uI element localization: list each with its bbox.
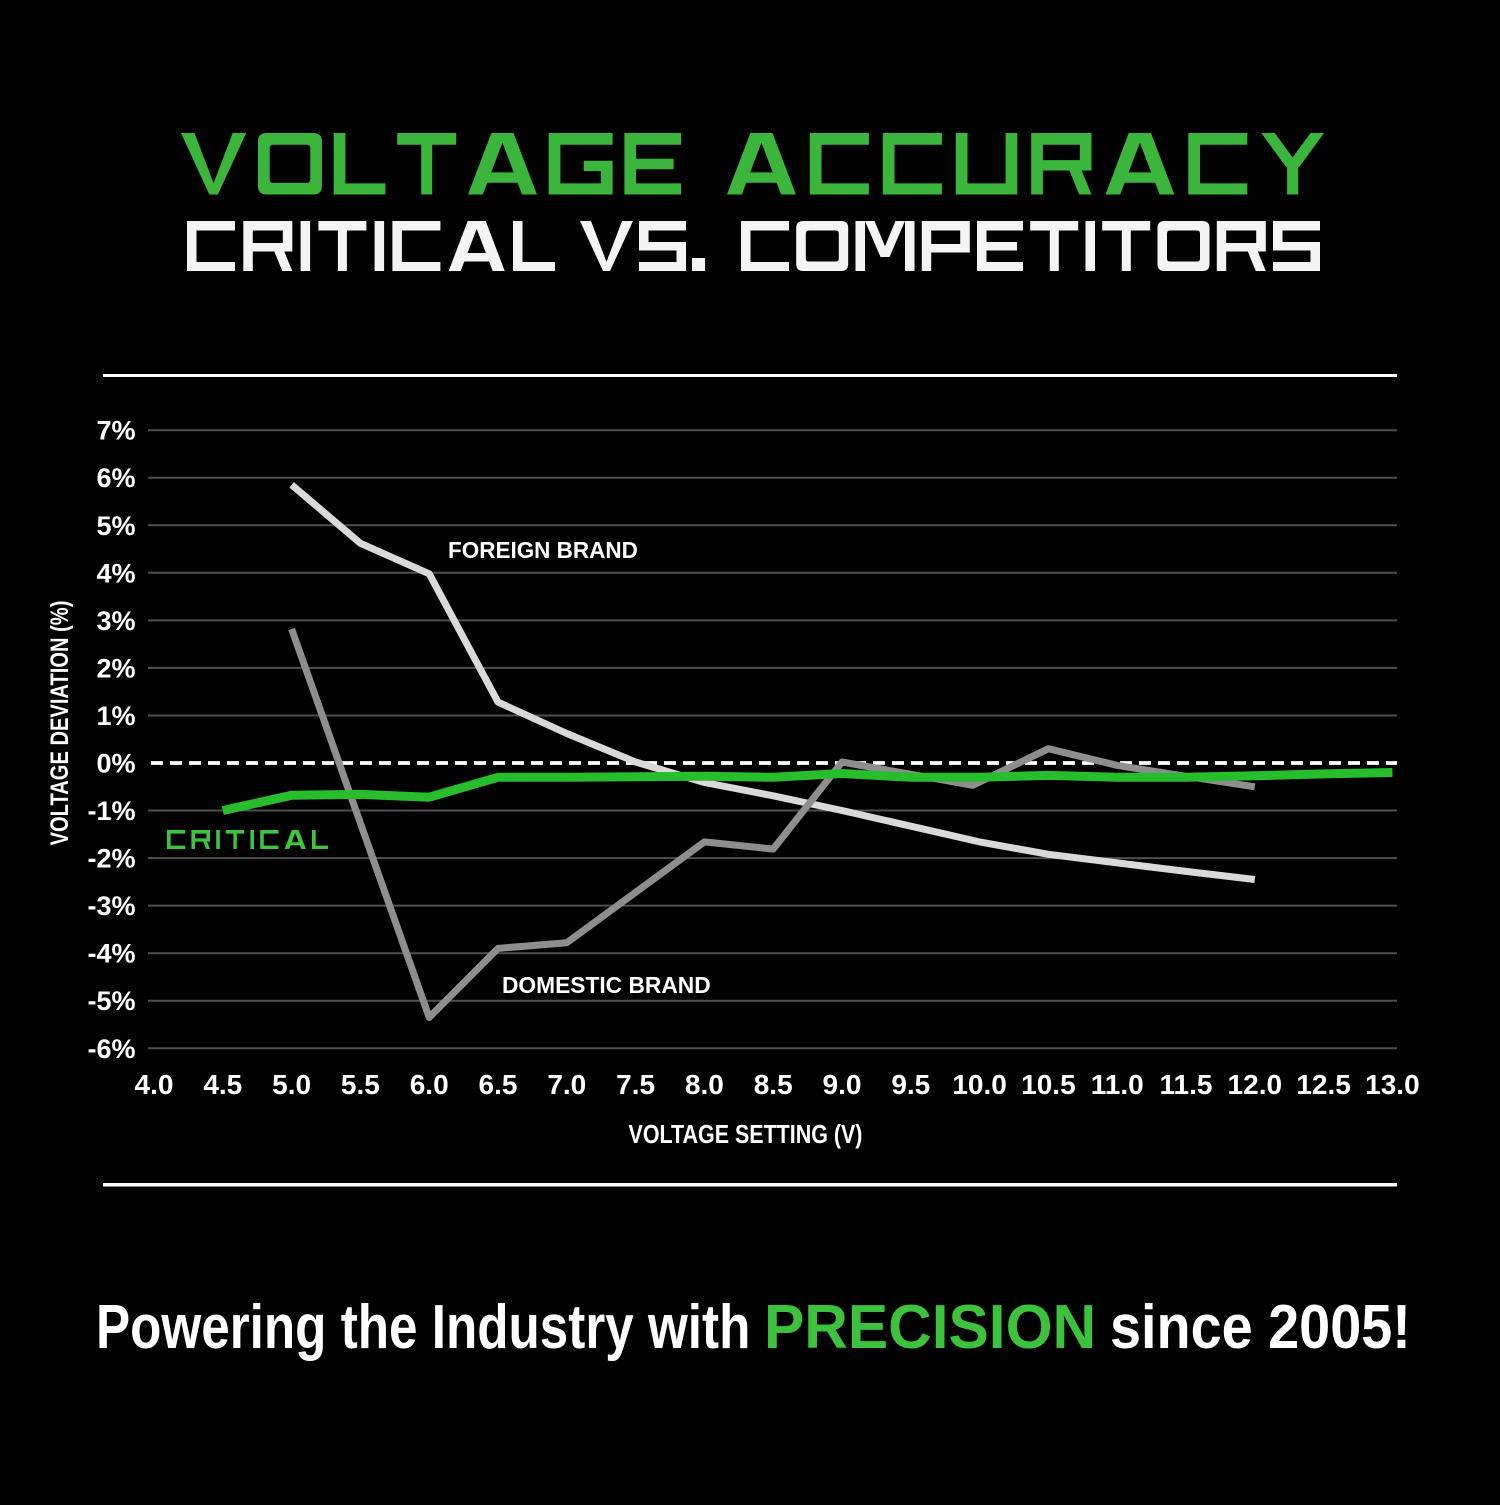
svg-text:6.5: 6.5: [479, 1069, 518, 1100]
svg-text:7%: 7%: [96, 416, 135, 446]
svg-text:-6%: -6%: [87, 1034, 135, 1064]
svg-text:6%: 6%: [96, 463, 135, 493]
svg-text:8.0: 8.0: [685, 1069, 724, 1100]
svg-text:-2%: -2%: [87, 844, 135, 874]
svg-text:4.0: 4.0: [135, 1069, 174, 1100]
svg-text:10.5: 10.5: [1021, 1069, 1076, 1100]
svg-text:5.5: 5.5: [341, 1069, 380, 1100]
svg-text:VOLTAGE SETTING (V): VOLTAGE SETTING (V): [629, 1120, 863, 1149]
svg-text:1%: 1%: [96, 701, 135, 731]
svg-text:6.0: 6.0: [410, 1069, 449, 1100]
svg-text:11.0: 11.0: [1091, 1069, 1144, 1100]
svg-text:9.0: 9.0: [823, 1069, 862, 1100]
svg-text:-5%: -5%: [87, 986, 135, 1016]
svg-text:5%: 5%: [96, 511, 135, 541]
svg-text:13.0: 13.0: [1365, 1069, 1420, 1100]
svg-text:2%: 2%: [96, 653, 135, 683]
svg-text:-4%: -4%: [87, 939, 135, 969]
svg-text:FOREIGN BRAND: FOREIGN BRAND: [448, 537, 638, 563]
svg-text:5.0: 5.0: [272, 1069, 311, 1100]
svg-text:10.0: 10.0: [952, 1069, 1007, 1100]
svg-text:12.0: 12.0: [1228, 1069, 1283, 1100]
svg-text:7.0: 7.0: [547, 1069, 586, 1100]
svg-text:11.5: 11.5: [1160, 1069, 1213, 1100]
svg-text:4.5: 4.5: [203, 1069, 242, 1100]
svg-text:8.5: 8.5: [754, 1069, 793, 1100]
svg-text:VOLTAGE DEVIATION (%): VOLTAGE DEVIATION (%): [45, 601, 74, 846]
svg-text:3%: 3%: [96, 606, 135, 636]
svg-text:4%: 4%: [96, 558, 135, 588]
svg-text:0%: 0%: [96, 749, 135, 779]
svg-text:7.5: 7.5: [616, 1069, 655, 1100]
svg-text:since 2005!: since 2005!: [1110, 1293, 1411, 1361]
svg-text:PRECISION: PRECISION: [764, 1292, 1096, 1361]
svg-text:-3%: -3%: [87, 891, 135, 921]
svg-text:12.5: 12.5: [1296, 1069, 1351, 1100]
svg-text:Powering the Industry with: Powering the Industry with: [96, 1293, 750, 1362]
svg-text:DOMESTIC BRAND: DOMESTIC BRAND: [502, 972, 711, 998]
svg-text:-1%: -1%: [87, 796, 135, 826]
svg-text:9.5: 9.5: [891, 1069, 930, 1100]
